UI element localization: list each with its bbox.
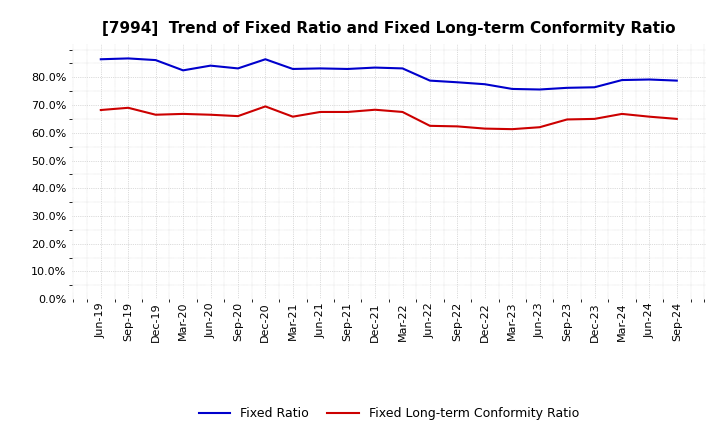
Fixed Ratio — [206, 63, 215, 68]
Fixed Long-term Conformity Ratio — [508, 127, 516, 132]
Fixed Long-term Conformity Ratio — [371, 107, 379, 112]
Fixed Long-term Conformity Ratio — [151, 112, 160, 117]
Fixed Long-term Conformity Ratio — [536, 125, 544, 130]
Fixed Ratio — [151, 58, 160, 63]
Fixed Ratio — [426, 78, 434, 83]
Fixed Ratio — [563, 85, 572, 91]
Fixed Long-term Conformity Ratio — [480, 126, 489, 131]
Fixed Ratio — [508, 86, 516, 92]
Fixed Long-term Conformity Ratio — [453, 124, 462, 129]
Fixed Ratio — [96, 57, 105, 62]
Fixed Ratio — [536, 87, 544, 92]
Fixed Long-term Conformity Ratio — [343, 109, 352, 114]
Fixed Ratio — [179, 68, 187, 73]
Fixed Long-term Conformity Ratio — [233, 114, 242, 119]
Line: Fixed Long-term Conformity Ratio: Fixed Long-term Conformity Ratio — [101, 106, 677, 129]
Fixed Ratio — [672, 78, 681, 83]
Fixed Ratio — [590, 84, 599, 90]
Fixed Long-term Conformity Ratio — [206, 112, 215, 117]
Fixed Long-term Conformity Ratio — [672, 116, 681, 121]
Fixed Long-term Conformity Ratio — [645, 114, 654, 119]
Fixed Ratio — [289, 66, 297, 72]
Line: Fixed Ratio: Fixed Ratio — [101, 59, 677, 89]
Fixed Long-term Conformity Ratio — [563, 117, 572, 122]
Fixed Ratio — [316, 66, 325, 71]
Fixed Ratio — [645, 77, 654, 82]
Fixed Ratio — [371, 65, 379, 70]
Fixed Long-term Conformity Ratio — [289, 114, 297, 119]
Fixed Ratio — [233, 66, 242, 71]
Fixed Long-term Conformity Ratio — [590, 116, 599, 121]
Title: [7994]  Trend of Fixed Ratio and Fixed Long-term Conformity Ratio: [7994] Trend of Fixed Ratio and Fixed Lo… — [102, 21, 675, 36]
Fixed Long-term Conformity Ratio — [96, 107, 105, 113]
Fixed Ratio — [261, 57, 270, 62]
Fixed Ratio — [343, 66, 352, 72]
Fixed Long-term Conformity Ratio — [261, 104, 270, 109]
Fixed Ratio — [453, 80, 462, 85]
Fixed Long-term Conformity Ratio — [398, 109, 407, 114]
Fixed Ratio — [480, 81, 489, 87]
Legend: Fixed Ratio, Fixed Long-term Conformity Ratio: Fixed Ratio, Fixed Long-term Conformity … — [194, 403, 584, 425]
Fixed Long-term Conformity Ratio — [179, 111, 187, 117]
Fixed Ratio — [124, 56, 132, 61]
Fixed Long-term Conformity Ratio — [316, 109, 325, 114]
Fixed Long-term Conformity Ratio — [618, 111, 626, 117]
Fixed Ratio — [618, 77, 626, 83]
Fixed Long-term Conformity Ratio — [124, 105, 132, 110]
Fixed Long-term Conformity Ratio — [426, 123, 434, 128]
Fixed Ratio — [398, 66, 407, 71]
